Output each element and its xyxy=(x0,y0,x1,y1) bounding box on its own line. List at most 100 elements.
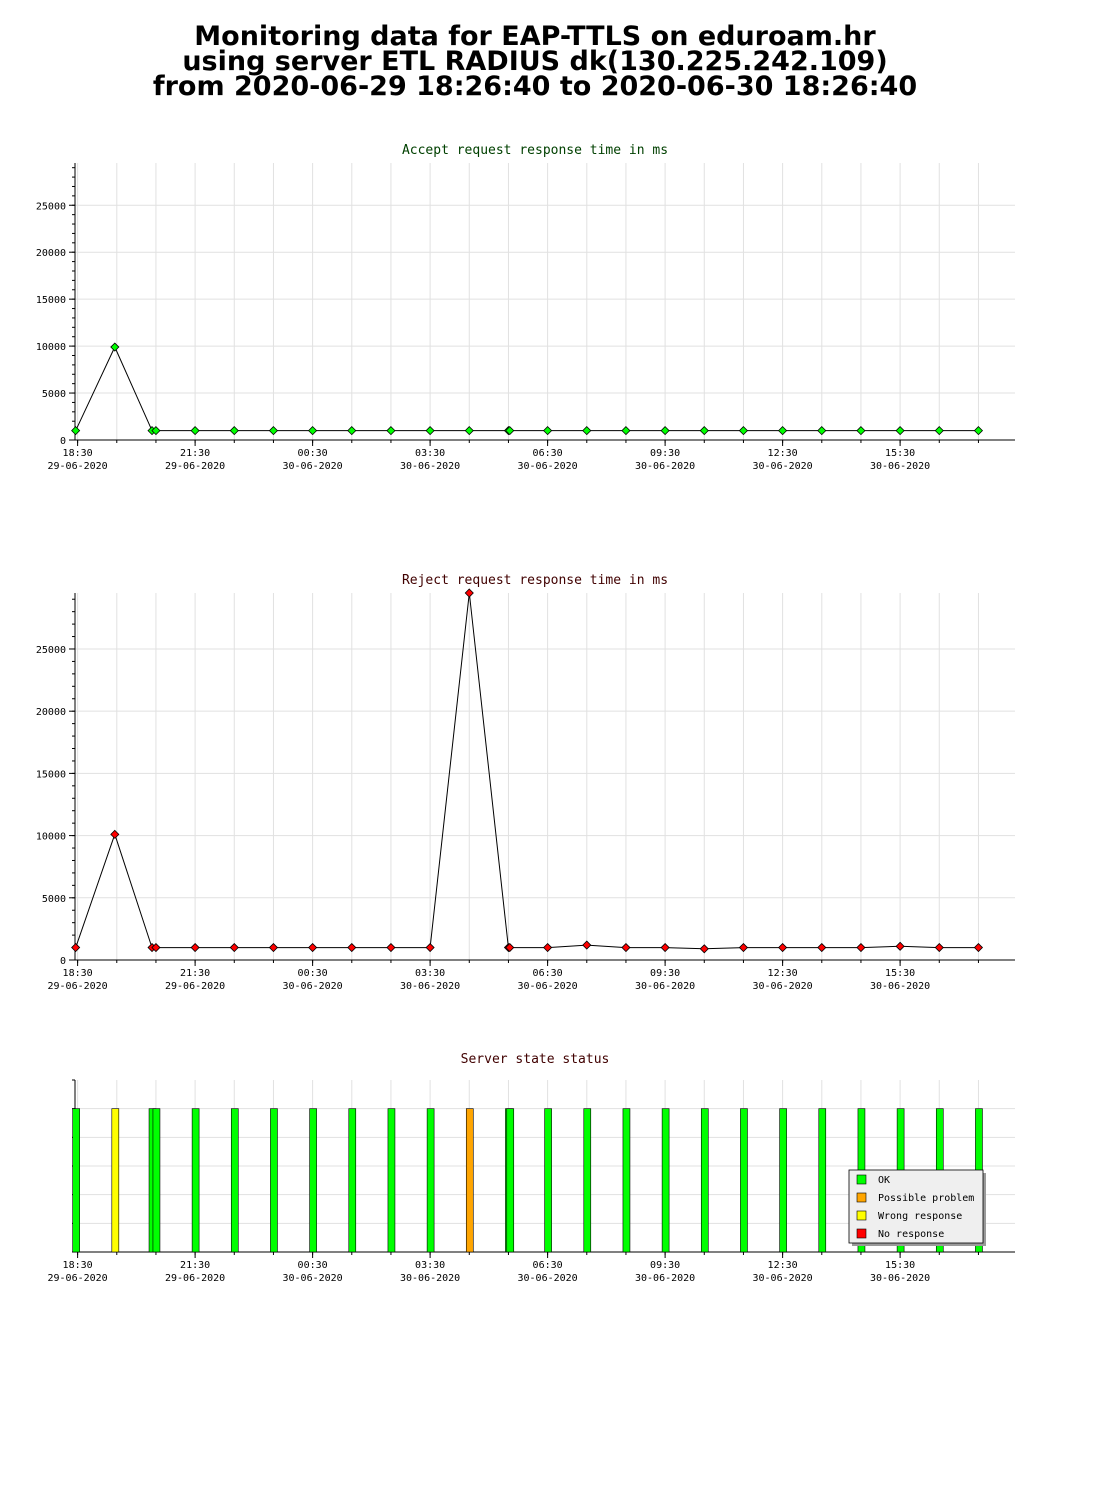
reject-data-point xyxy=(190,942,200,953)
reject-data-point xyxy=(386,942,396,953)
status-bar xyxy=(72,1108,80,1253)
reject-data-point xyxy=(582,940,592,950)
legend-label-ok: OK xyxy=(878,1175,890,1186)
reject-x-tick-date: 29-06-2020 xyxy=(48,981,108,992)
legend-swatch-possible-problem xyxy=(856,1192,867,1203)
reject-data-point xyxy=(71,942,81,953)
reject-y-tick-label: 15000 xyxy=(36,769,66,780)
reject-data-point xyxy=(699,944,709,954)
legend-label-wrong-response: Wrong response xyxy=(878,1211,962,1222)
accept-y-tick-label: 20000 xyxy=(36,248,66,259)
reject-data-point xyxy=(660,942,670,953)
accept-response-chart: Accept request response time in ms 18:30… xyxy=(36,143,1015,472)
reject-data-point xyxy=(308,942,318,953)
status-x-tick-time: 09:30 xyxy=(650,1260,680,1271)
status-bar xyxy=(387,1108,396,1253)
status-x-tick-date: 30-06-2020 xyxy=(400,1273,460,1284)
status-bar xyxy=(818,1108,827,1253)
reject-x-tick-date: 30-06-2020 xyxy=(870,981,930,992)
status-bar xyxy=(465,1108,474,1253)
reject-y-tick-label: 25000 xyxy=(36,645,66,656)
accept-x-tick-date: 30-06-2020 xyxy=(635,461,695,472)
status-bar xyxy=(622,1108,631,1253)
reject-y-tick-label: 0 xyxy=(60,956,66,967)
accept-data-point xyxy=(229,426,239,436)
reject-data-point xyxy=(347,942,357,953)
accept-x-tick-time: 15:30 xyxy=(885,448,915,459)
accept-data-point xyxy=(660,426,670,436)
status-bar xyxy=(348,1108,357,1253)
reject-data-point xyxy=(505,942,515,953)
page-title: Monitoring data for EAP-TTLS on eduroam.… xyxy=(0,21,1070,102)
accept-y-tick-label: 10000 xyxy=(36,342,66,353)
accept-data-point xyxy=(973,426,984,436)
accept-data-point xyxy=(895,426,905,436)
status-x-tick-date: 29-06-2020 xyxy=(165,1273,225,1284)
reject-chart-title: Reject request response time in ms xyxy=(402,573,668,588)
reject-response-chart: Reject request response time in ms 18:30… xyxy=(36,573,1015,992)
accept-data-point xyxy=(856,426,866,436)
status-bar xyxy=(779,1108,787,1253)
reject-data-point xyxy=(543,942,553,953)
status-bar xyxy=(700,1108,709,1253)
accept-x-tick-time: 06:30 xyxy=(533,448,563,459)
accept-series-line xyxy=(75,346,979,432)
accept-data-point xyxy=(738,426,749,436)
legend-swatch-wrong-response xyxy=(856,1210,867,1221)
accept-y-tick-label: 0 xyxy=(60,436,66,447)
reject-x-tick-time: 12:30 xyxy=(768,968,798,979)
status-bar xyxy=(270,1108,278,1253)
reject-data-point xyxy=(738,942,749,953)
reject-x-tick-time: 03:30 xyxy=(415,968,445,979)
reject-data-point xyxy=(621,942,631,953)
title-line-2: using server ETL RADIUS dk(130.225.242.1… xyxy=(182,46,888,77)
server-state-chart: Server state status 18:30 29-06-2020 21:30… xyxy=(48,1052,1015,1284)
reject-data-point xyxy=(425,942,435,953)
reject-x-tick-date: 30-06-2020 xyxy=(400,981,460,992)
reject-x-tick-date: 30-06-2020 xyxy=(635,981,695,992)
status-x-tick-time: 15:30 xyxy=(885,1260,915,1271)
accept-y-tick-label: 15000 xyxy=(36,295,66,306)
accept-x-tick-time: 18:30 xyxy=(63,448,93,459)
status-x-tick-date: 30-06-2020 xyxy=(518,1273,578,1284)
legend-label-possible-problem: Possible problem xyxy=(878,1193,974,1204)
accept-x-tick-date: 30-06-2020 xyxy=(400,461,460,472)
reject-data-point xyxy=(229,942,239,953)
status-bar xyxy=(152,1108,161,1253)
accept-data-point xyxy=(308,426,318,436)
accept-y-tick-label: 25000 xyxy=(36,201,66,212)
reject-x-tick-date: 29-06-2020 xyxy=(165,981,225,992)
status-bar xyxy=(506,1108,515,1253)
status-x-tick-time: 12:30 xyxy=(768,1260,798,1271)
reject-x-tick-time: 21:30 xyxy=(180,968,210,979)
accept-data-point xyxy=(347,426,357,436)
status-x-tick-date: 30-06-2020 xyxy=(753,1273,813,1284)
accept-data-point xyxy=(386,426,396,436)
title-line-3: from 2020-06-29 18:26:40 to 2020-06-30 1… xyxy=(152,71,918,102)
title-line-1: Monitoring data for EAP-TTLS on eduroam.… xyxy=(194,21,876,52)
accept-y-tick-label: 5000 xyxy=(42,389,66,400)
reject-data-point xyxy=(973,942,984,953)
accept-x-tick-date: 29-06-2020 xyxy=(48,461,108,472)
reject-data-point xyxy=(110,829,120,839)
accept-x-tick-time: 03:30 xyxy=(415,448,445,459)
status-bar xyxy=(426,1108,435,1253)
status-x-tick-time: 00:30 xyxy=(298,1260,328,1271)
accept-x-tick-date: 30-06-2020 xyxy=(518,461,578,472)
legend-box xyxy=(848,1169,984,1244)
status-bar xyxy=(661,1108,670,1253)
reject-data-point xyxy=(934,942,944,953)
accept-data-point xyxy=(151,426,161,436)
status-legend: OK Possible problem Wrong response No respo… xyxy=(848,1169,986,1246)
accept-x-tick-date: 30-06-2020 xyxy=(753,461,813,472)
reject-data-point xyxy=(856,942,866,953)
accept-data-point xyxy=(464,426,474,436)
status-bar xyxy=(191,1108,200,1253)
status-bar xyxy=(544,1108,552,1253)
status-x-tick-date: 30-06-2020 xyxy=(870,1273,930,1284)
status-x-tick-date: 29-06-2020 xyxy=(48,1273,108,1284)
status-x-tick-time: 06:30 xyxy=(533,1260,563,1271)
legend-swatch-no-response xyxy=(856,1228,867,1239)
status-x-tick-time: 18:30 xyxy=(63,1260,93,1271)
accept-x-tick-date: 30-06-2020 xyxy=(283,461,343,472)
